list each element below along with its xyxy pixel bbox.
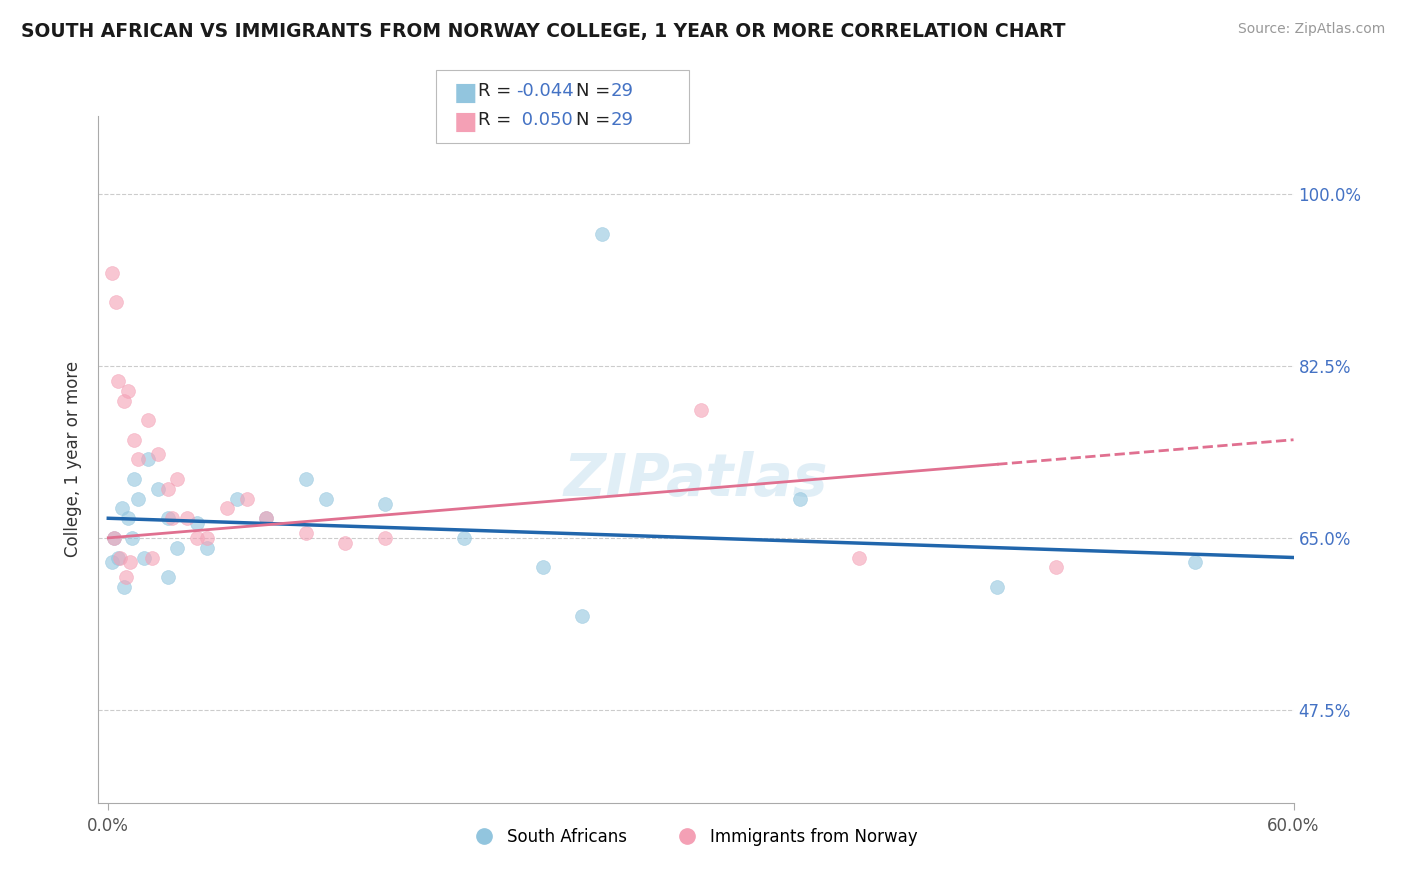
Point — [1184, 555, 1206, 570]
Point — [571, 609, 593, 624]
Point — [156, 511, 179, 525]
Point — [127, 491, 149, 506]
Point — [186, 516, 208, 530]
Point — [117, 384, 139, 398]
Point — [195, 541, 218, 555]
Text: R =: R = — [478, 111, 517, 128]
Point — [146, 448, 169, 462]
Text: N =: N = — [576, 82, 616, 100]
Point — [115, 570, 138, 584]
Point — [235, 491, 257, 506]
Point — [848, 550, 870, 565]
Text: 29: 29 — [610, 82, 633, 100]
Point — [315, 491, 337, 506]
Point — [374, 496, 396, 510]
Point — [374, 531, 396, 545]
Point — [118, 555, 141, 570]
Point — [986, 580, 1008, 594]
Point — [335, 535, 357, 549]
Text: ■: ■ — [454, 110, 478, 134]
Legend: South Africans, Immigrants from Norway: South Africans, Immigrants from Norway — [467, 822, 925, 853]
Point — [105, 295, 128, 310]
Point — [453, 531, 475, 545]
Text: -0.044: -0.044 — [516, 82, 574, 100]
Point — [195, 531, 218, 545]
Point — [101, 266, 124, 280]
Point — [295, 472, 318, 486]
Point — [254, 511, 277, 525]
Point — [166, 472, 188, 486]
Text: 0.050: 0.050 — [516, 111, 572, 128]
Point — [107, 550, 129, 565]
Point — [122, 472, 145, 486]
Point — [111, 501, 134, 516]
Point — [108, 550, 131, 565]
Point — [141, 550, 163, 565]
Point — [103, 531, 125, 545]
Point — [101, 555, 124, 570]
Text: N =: N = — [576, 111, 616, 128]
Point — [254, 511, 277, 525]
Text: ZIPatlas: ZIPatlas — [564, 451, 828, 508]
Point — [112, 393, 135, 408]
Point — [1045, 560, 1067, 574]
Point — [186, 531, 208, 545]
Y-axis label: College, 1 year or more: College, 1 year or more — [65, 361, 83, 558]
Text: SOUTH AFRICAN VS IMMIGRANTS FROM NORWAY COLLEGE, 1 YEAR OR MORE CORRELATION CHAR: SOUTH AFRICAN VS IMMIGRANTS FROM NORWAY … — [21, 22, 1066, 41]
Text: R =: R = — [478, 82, 517, 100]
Text: ■: ■ — [454, 81, 478, 105]
Point — [103, 531, 125, 545]
Text: Source: ZipAtlas.com: Source: ZipAtlas.com — [1237, 22, 1385, 37]
Point — [789, 491, 811, 506]
Point — [215, 501, 238, 516]
Point — [690, 403, 713, 417]
Point — [107, 374, 129, 388]
Point — [127, 452, 149, 467]
Point — [295, 526, 318, 541]
Point — [132, 550, 155, 565]
Point — [156, 570, 179, 584]
Point — [117, 511, 139, 525]
Point — [156, 482, 179, 496]
Point — [591, 227, 613, 241]
Point — [166, 541, 188, 555]
Point — [121, 531, 143, 545]
Point — [112, 580, 135, 594]
Point — [146, 482, 169, 496]
Point — [160, 511, 183, 525]
Point — [531, 560, 554, 574]
Point — [136, 452, 159, 467]
Point — [176, 511, 198, 525]
Point — [225, 491, 247, 506]
Text: 29: 29 — [610, 111, 633, 128]
Point — [122, 433, 145, 447]
Point — [136, 413, 159, 427]
